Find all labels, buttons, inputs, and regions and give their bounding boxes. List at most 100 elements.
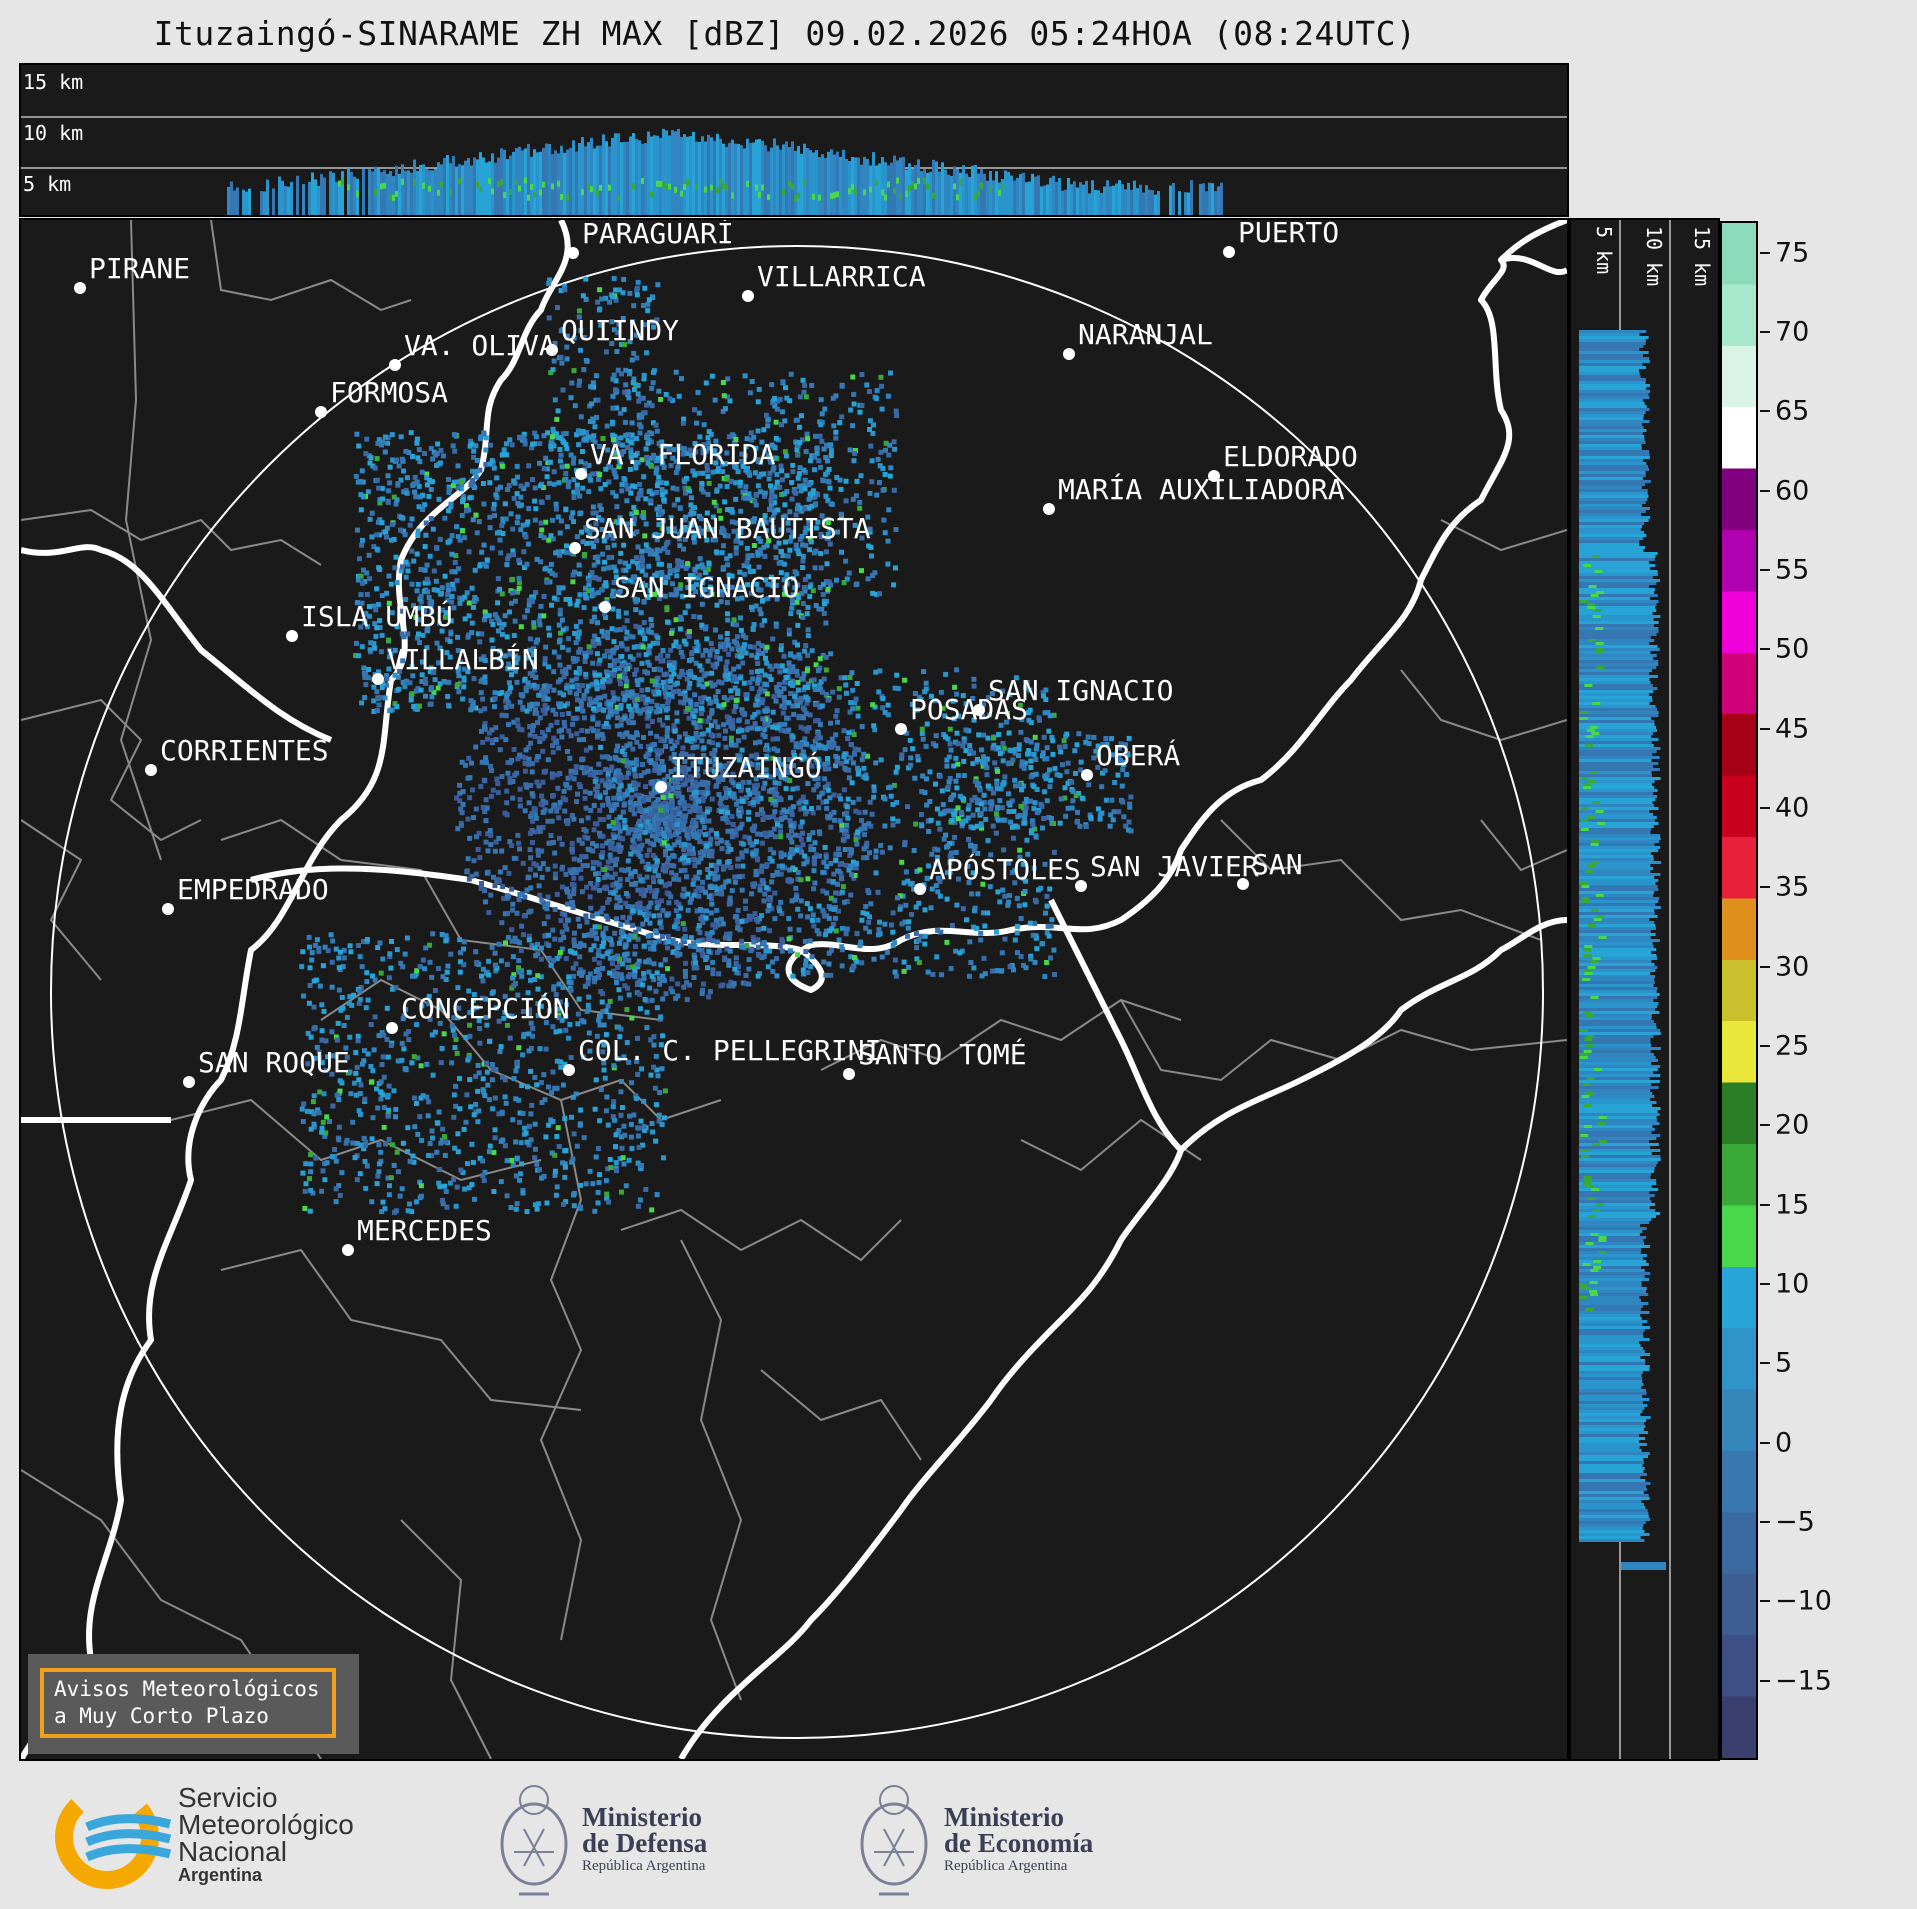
echo-cell (385, 499, 391, 505)
echo-cell (609, 764, 615, 770)
echo-cell (624, 629, 630, 635)
echo-column (506, 159, 509, 215)
echo-cell (404, 475, 410, 481)
echo-cell (927, 769, 933, 775)
echo-cell (511, 633, 517, 638)
echo-core (503, 192, 506, 198)
echo-cell (803, 449, 809, 455)
echo-cell (664, 833, 670, 839)
echo-cell (415, 533, 421, 538)
echo-cell (634, 436, 639, 441)
echo-cell (1042, 861, 1048, 867)
echo-cell (696, 682, 702, 688)
echo-cell (392, 647, 398, 653)
echo-cell (678, 776, 684, 782)
echo-cell (791, 820, 797, 826)
echo-cell (603, 925, 609, 931)
echo-cell (601, 538, 607, 544)
echo-column (1028, 181, 1031, 216)
echo-cell (939, 972, 945, 978)
echo-cell (925, 818, 931, 824)
echo-cell (374, 689, 380, 695)
echo-cell (639, 887, 645, 893)
echo-cell (709, 848, 715, 854)
echo-cell (747, 472, 753, 478)
echo-cell (850, 687, 856, 693)
echo-cell (726, 936, 732, 942)
echo-cell (637, 629, 643, 635)
echo-cell (795, 622, 801, 628)
echo-cell (385, 473, 391, 479)
echo-cell (739, 850, 745, 856)
echo-cell (641, 515, 647, 521)
echo-cell (577, 493, 583, 499)
echo-cell (459, 810, 465, 816)
echo-cell (583, 671, 589, 677)
echo-cell (724, 763, 730, 769)
echo-cell (759, 807, 764, 813)
echo-cell (556, 590, 562, 596)
echo-core (449, 189, 452, 196)
echo-cell (670, 581, 675, 587)
echo-cell (740, 650, 746, 656)
echo-cell (586, 582, 592, 588)
echo-cell (676, 688, 682, 694)
echo-core (896, 177, 899, 184)
echo-cell (452, 559, 458, 565)
echo-cell (621, 625, 627, 631)
echo-column (1004, 170, 1007, 215)
echo-cell (795, 502, 801, 508)
echo-cell (526, 506, 532, 511)
echo-cell (590, 865, 596, 871)
echo-cell (770, 709, 776, 715)
echo-cell (802, 588, 808, 594)
echo-cell (571, 489, 577, 495)
echo-cell (800, 842, 806, 848)
echo-cell (571, 455, 577, 461)
echo-cell (547, 683, 553, 689)
echo-cell (702, 840, 708, 846)
echo-cell (844, 822, 850, 828)
echo-cell (621, 933, 627, 939)
echo-cell (726, 651, 732, 657)
echo-cell (615, 658, 621, 663)
echo-cell (763, 767, 769, 773)
echo-cell (473, 871, 479, 877)
echo-column (284, 186, 287, 216)
echo-cell (603, 580, 609, 586)
echo-cell (389, 432, 395, 438)
echo-cell (844, 833, 850, 839)
echo-cell (913, 904, 919, 910)
echo-cell (401, 634, 407, 640)
echo-cell (715, 689, 721, 694)
echo-cell (446, 508, 451, 514)
echo-column (527, 143, 530, 216)
echo-cell (563, 670, 569, 676)
echo-cell (465, 634, 471, 640)
echo-cell (563, 626, 569, 632)
echo-cell (629, 844, 635, 850)
echo-cell (582, 552, 587, 557)
echo-cell (754, 856, 760, 862)
echo-cell (519, 923, 525, 929)
echo-cell (616, 757, 622, 763)
echo-cell (608, 890, 613, 896)
echo-cell (423, 532, 429, 538)
echo-cell (587, 766, 593, 772)
echo-column (272, 188, 275, 216)
echo-cell (443, 610, 449, 616)
echo-cell (548, 833, 554, 838)
echo-cell (605, 900, 611, 905)
echo-cell (384, 673, 390, 679)
echo-cell (589, 913, 595, 919)
echo-cell (455, 485, 461, 491)
echo-cell (658, 924, 664, 930)
echo-cell (633, 510, 639, 515)
echo-cell (822, 745, 828, 751)
echo-cell (445, 694, 451, 699)
echo-core (440, 181, 443, 188)
echo-cell (486, 613, 492, 619)
echo-column (761, 140, 764, 216)
echo-cell (773, 802, 779, 808)
echo-cell (616, 613, 622, 619)
